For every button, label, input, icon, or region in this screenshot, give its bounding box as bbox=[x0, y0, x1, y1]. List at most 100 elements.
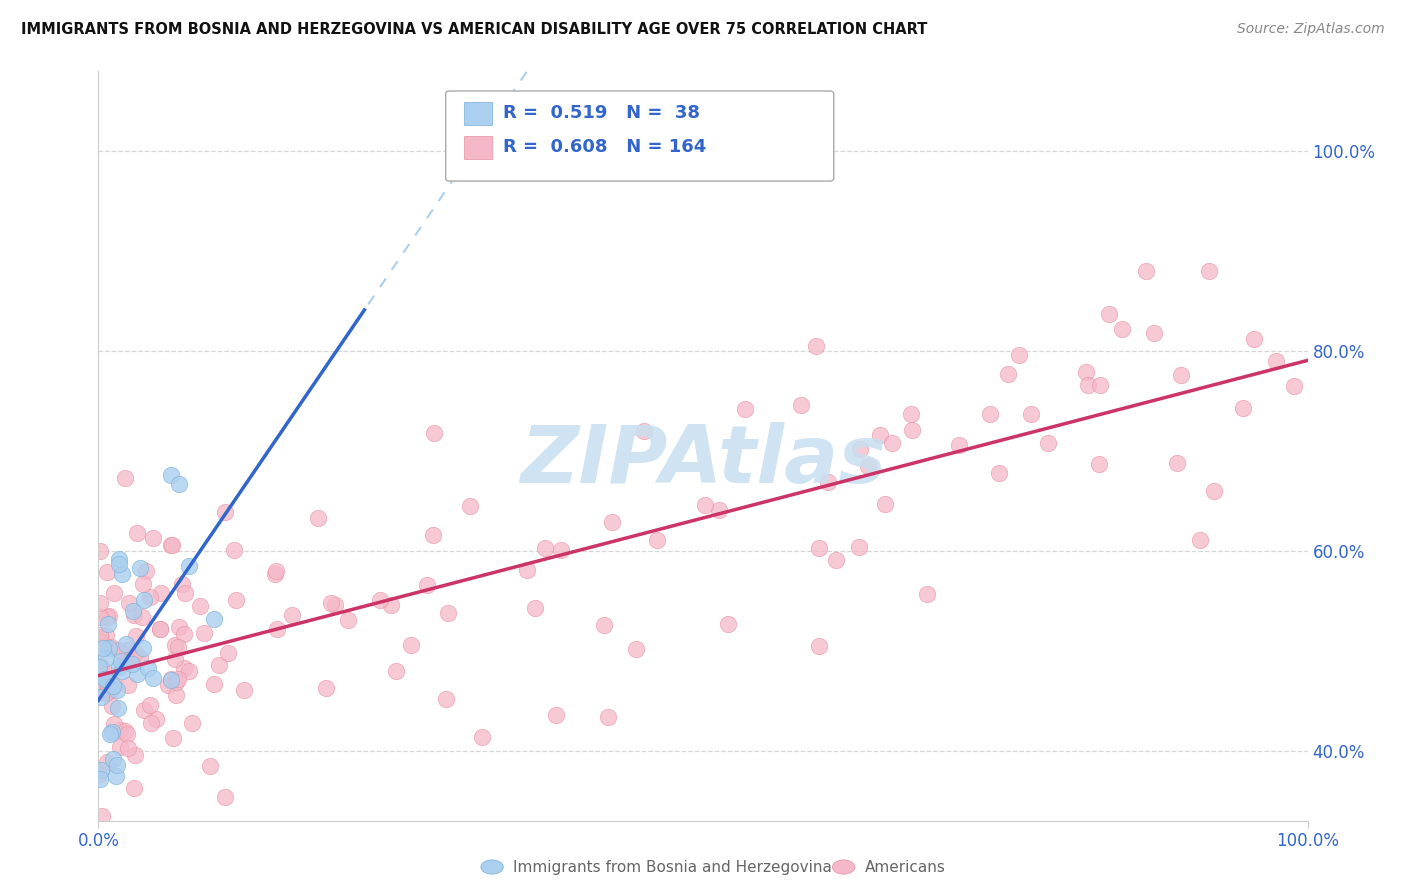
Point bbox=[124, 646, 146, 660]
Point bbox=[107, 642, 129, 657]
Point bbox=[817, 475, 839, 489]
Point bbox=[100, 640, 122, 654]
Point bbox=[167, 672, 190, 686]
Point bbox=[115, 637, 138, 651]
Point bbox=[114, 724, 136, 739]
Point bbox=[108, 723, 131, 737]
Point bbox=[169, 619, 191, 633]
Point bbox=[145, 712, 167, 726]
Point bbox=[264, 564, 287, 578]
Point bbox=[368, 593, 391, 607]
Point bbox=[148, 622, 170, 636]
Point bbox=[128, 650, 150, 665]
Point bbox=[96, 755, 118, 769]
Point bbox=[103, 586, 125, 600]
Point bbox=[96, 610, 118, 624]
Point bbox=[117, 643, 139, 657]
Point bbox=[165, 675, 187, 690]
Point bbox=[988, 466, 1011, 480]
Point bbox=[108, 740, 131, 755]
Point bbox=[103, 678, 125, 692]
Point bbox=[217, 646, 239, 660]
Text: ZIPAtlas: ZIPAtlas bbox=[520, 422, 886, 500]
Point bbox=[422, 425, 444, 440]
Point bbox=[824, 552, 846, 566]
Point bbox=[202, 612, 225, 626]
Point bbox=[156, 678, 179, 692]
Point bbox=[633, 424, 655, 438]
Point bbox=[422, 528, 444, 542]
Point bbox=[1198, 264, 1220, 278]
Point bbox=[1087, 457, 1109, 471]
Point bbox=[117, 595, 139, 609]
Point bbox=[89, 627, 111, 641]
Point bbox=[132, 703, 155, 717]
Point bbox=[90, 685, 112, 699]
Point bbox=[321, 596, 343, 610]
Point bbox=[173, 661, 195, 675]
Point bbox=[101, 724, 124, 739]
Point bbox=[89, 544, 111, 558]
Point bbox=[173, 627, 195, 641]
Point bbox=[471, 730, 494, 744]
Point bbox=[98, 609, 121, 624]
Point bbox=[115, 655, 138, 669]
Point bbox=[139, 590, 162, 604]
Point bbox=[717, 617, 740, 632]
Point bbox=[97, 616, 120, 631]
Point bbox=[882, 436, 904, 450]
Text: R =  0.608   N = 164: R = 0.608 N = 164 bbox=[503, 138, 707, 156]
Point bbox=[160, 467, 183, 482]
Point bbox=[198, 759, 221, 773]
Point bbox=[207, 658, 229, 673]
Point bbox=[1135, 264, 1157, 278]
Point bbox=[134, 593, 156, 607]
Point bbox=[111, 566, 134, 581]
Point bbox=[734, 402, 756, 417]
Point bbox=[848, 442, 870, 456]
Point bbox=[94, 683, 117, 698]
Point bbox=[96, 673, 118, 687]
Point bbox=[856, 458, 879, 473]
Point bbox=[142, 531, 165, 545]
Point bbox=[94, 650, 117, 665]
Point bbox=[110, 654, 132, 668]
Point bbox=[1264, 354, 1286, 368]
Point bbox=[1170, 368, 1192, 383]
Point bbox=[593, 618, 616, 632]
Point bbox=[948, 438, 970, 452]
Point bbox=[915, 587, 938, 601]
Point bbox=[101, 698, 124, 713]
Point bbox=[87, 766, 110, 780]
Point bbox=[121, 604, 143, 618]
Point bbox=[789, 398, 811, 412]
Point bbox=[96, 666, 118, 681]
Point bbox=[1202, 483, 1225, 498]
Point bbox=[626, 642, 648, 657]
Point bbox=[118, 656, 141, 670]
Point bbox=[1077, 378, 1099, 392]
Point bbox=[90, 809, 112, 823]
Point bbox=[107, 701, 129, 715]
Point bbox=[131, 641, 153, 656]
Point bbox=[159, 672, 181, 686]
Point bbox=[204, 677, 226, 691]
Point bbox=[1188, 533, 1211, 547]
Point bbox=[103, 717, 125, 731]
Point bbox=[214, 504, 236, 518]
Point bbox=[160, 538, 183, 552]
Point bbox=[1088, 377, 1111, 392]
Point bbox=[224, 834, 246, 848]
Point bbox=[167, 640, 190, 654]
Point bbox=[101, 679, 124, 693]
Point bbox=[434, 692, 457, 706]
Point bbox=[416, 577, 439, 591]
Point bbox=[160, 538, 183, 552]
Point bbox=[136, 660, 159, 674]
Point bbox=[94, 673, 117, 688]
Point bbox=[122, 607, 145, 622]
Text: Source: ZipAtlas.com: Source: ZipAtlas.com bbox=[1237, 22, 1385, 37]
Text: Immigrants from Bosnia and Herzegovina: Immigrants from Bosnia and Herzegovina bbox=[513, 860, 832, 874]
Point bbox=[315, 681, 337, 696]
Point bbox=[848, 540, 870, 554]
